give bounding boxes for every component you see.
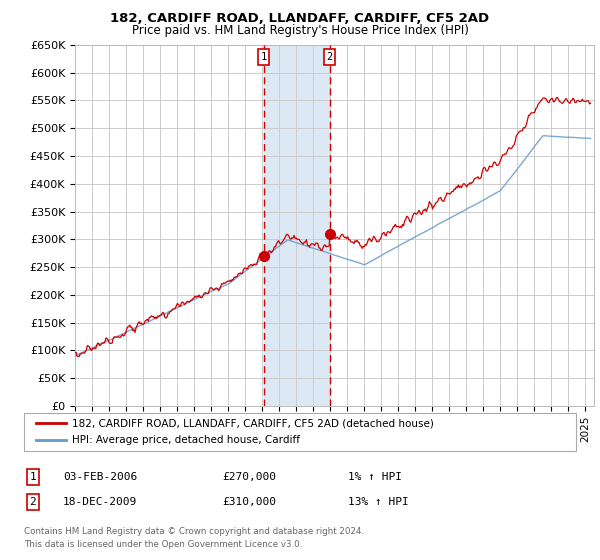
Text: 03-FEB-2006: 03-FEB-2006: [63, 472, 137, 482]
Text: This data is licensed under the Open Government Licence v3.0.: This data is licensed under the Open Gov…: [24, 540, 302, 549]
Text: 2: 2: [326, 52, 333, 62]
Text: 13% ↑ HPI: 13% ↑ HPI: [348, 497, 409, 507]
Text: 2: 2: [29, 497, 37, 507]
Text: 182, CARDIFF ROAD, LLANDAFF, CARDIFF, CF5 2AD: 182, CARDIFF ROAD, LLANDAFF, CARDIFF, CF…: [110, 12, 490, 25]
Text: Contains HM Land Registry data © Crown copyright and database right 2024.: Contains HM Land Registry data © Crown c…: [24, 528, 364, 536]
Text: 182, CARDIFF ROAD, LLANDAFF, CARDIFF, CF5 2AD (detached house): 182, CARDIFF ROAD, LLANDAFF, CARDIFF, CF…: [72, 418, 434, 428]
Bar: [263, 45, 329, 406]
Text: £270,000: £270,000: [222, 472, 276, 482]
Text: Price paid vs. HM Land Registry's House Price Index (HPI): Price paid vs. HM Land Registry's House …: [131, 24, 469, 36]
Text: HPI: Average price, detached house, Cardiff: HPI: Average price, detached house, Card…: [72, 435, 300, 445]
Text: 1: 1: [260, 52, 267, 62]
Text: 1: 1: [29, 472, 37, 482]
Text: 1% ↑ HPI: 1% ↑ HPI: [348, 472, 402, 482]
Text: £310,000: £310,000: [222, 497, 276, 507]
Text: 18-DEC-2009: 18-DEC-2009: [63, 497, 137, 507]
